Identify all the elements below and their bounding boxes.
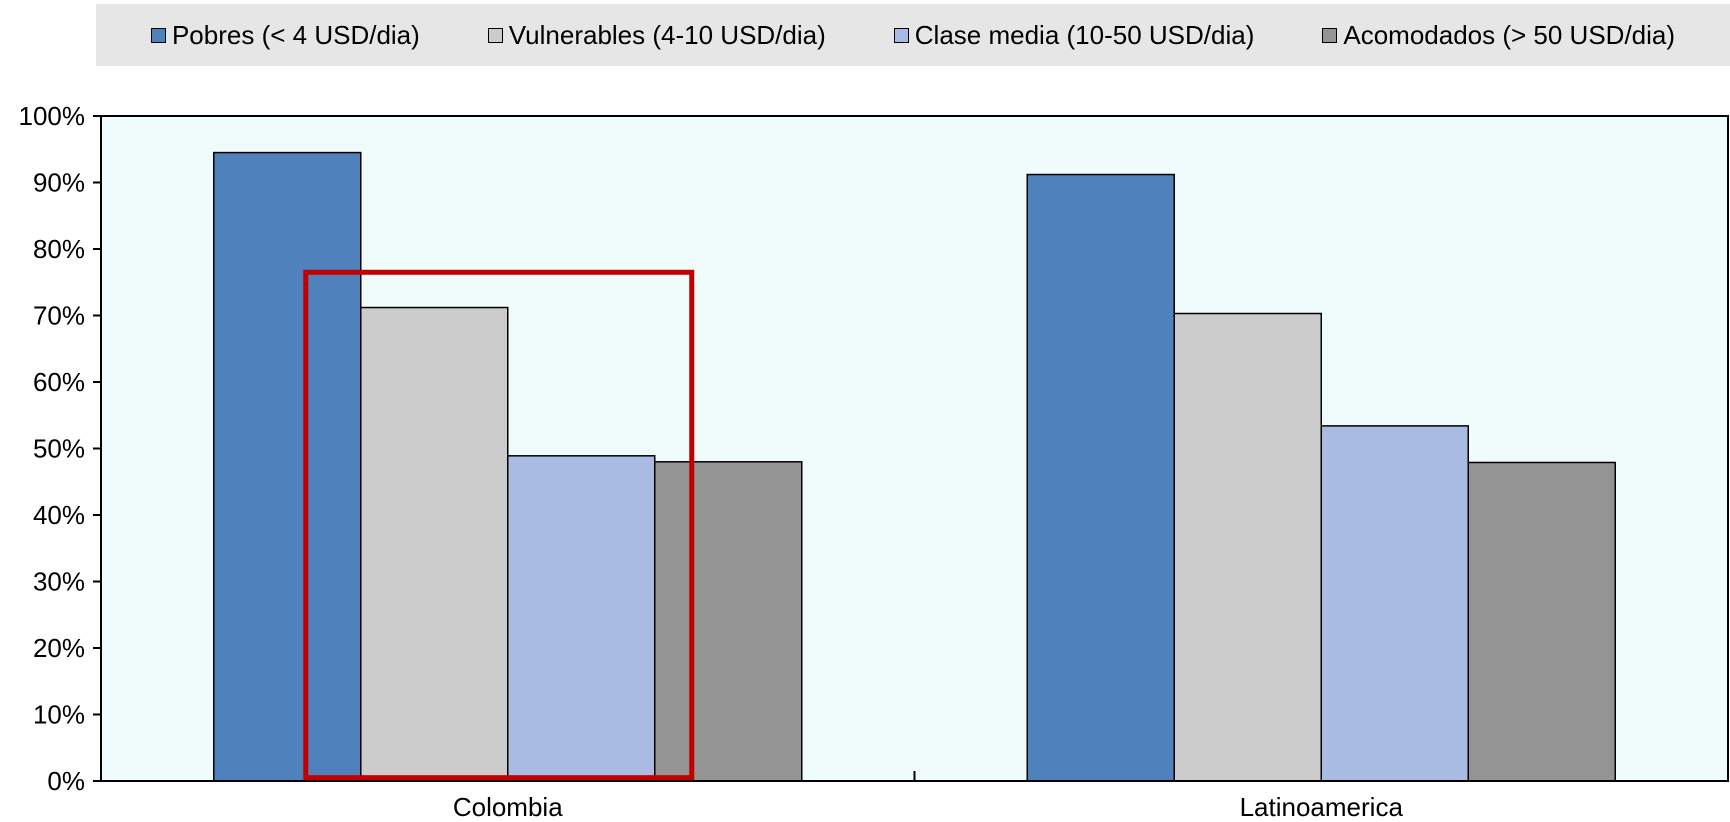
legend-swatch bbox=[150, 27, 166, 43]
legend-label: Vulnerables (4-10 USD/dia) bbox=[508, 19, 826, 50]
legend-label: Acomodados (> 50 USD/dia) bbox=[1343, 19, 1676, 50]
legend-swatch bbox=[487, 27, 503, 43]
y-tick-label: 100% bbox=[19, 101, 86, 131]
legend-label: Pobres (< 4 USD/dia) bbox=[171, 19, 420, 50]
y-tick-label: 60% bbox=[33, 367, 85, 397]
y-tick-label: 10% bbox=[33, 700, 85, 730]
legend-swatch bbox=[1322, 27, 1338, 43]
bar bbox=[360, 306, 509, 782]
bar bbox=[213, 151, 362, 782]
x-tick-label: Colombia bbox=[453, 792, 563, 822]
y-tick-label: 20% bbox=[33, 633, 85, 663]
y-tick-label: 80% bbox=[33, 234, 85, 264]
y-tick-label: 40% bbox=[33, 500, 85, 530]
bar bbox=[507, 455, 656, 782]
y-tick-label: 30% bbox=[33, 567, 85, 597]
bar bbox=[1467, 461, 1616, 782]
y-tick-label: 50% bbox=[33, 434, 85, 464]
x-tick-label: Latinoamerica bbox=[1240, 792, 1404, 822]
bar bbox=[1026, 173, 1175, 782]
y-tick-label: 0% bbox=[47, 766, 85, 796]
y-tick-label: 70% bbox=[33, 301, 85, 331]
legend-item: Clase media (10-50 USD/dia) bbox=[893, 19, 1255, 51]
highlight-box bbox=[303, 269, 695, 781]
legend-label: Clase media (10-50 USD/dia) bbox=[914, 19, 1255, 50]
y-tick-label: 90% bbox=[33, 168, 85, 198]
legend-swatch bbox=[893, 27, 909, 43]
bar bbox=[654, 461, 803, 782]
legend-item: Pobres (< 4 USD/dia) bbox=[150, 19, 420, 51]
legend-item: Vulnerables (4-10 USD/dia) bbox=[487, 19, 826, 51]
bar bbox=[1320, 425, 1469, 782]
legend: Pobres (< 4 USD/dia) Vulnerables (4-10 US… bbox=[96, 4, 1730, 66]
legend-item: Acomodados (> 50 USD/dia) bbox=[1322, 20, 1675, 51]
bar bbox=[1173, 312, 1322, 782]
